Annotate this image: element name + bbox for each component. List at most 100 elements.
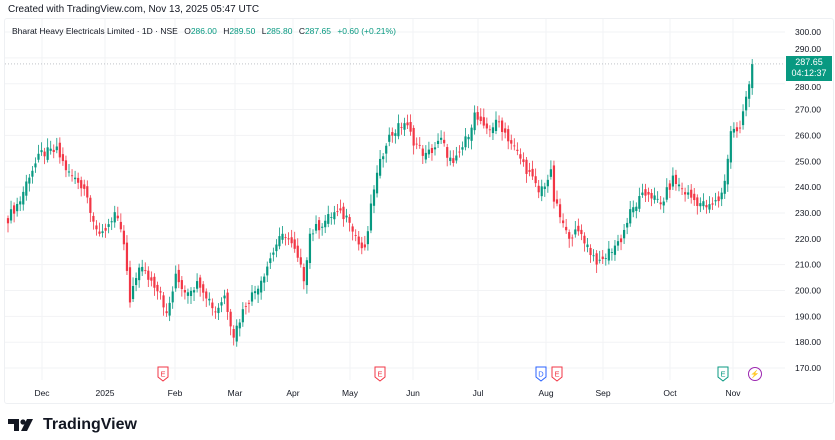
- candle-body: [128, 267, 132, 303]
- x-tick-label: Oct: [663, 388, 677, 398]
- low-label: L: [261, 26, 267, 36]
- candle-body: [583, 235, 586, 244]
- candle-body: [211, 302, 214, 309]
- candle-body: [180, 280, 183, 290]
- candle-body: [604, 258, 607, 259]
- candle-body: [357, 236, 360, 245]
- x-tick-label: Dec: [34, 388, 50, 398]
- candle-body: [693, 193, 696, 201]
- y-tick-label: 290.00: [795, 44, 821, 54]
- candle-body: [528, 170, 531, 172]
- candle-body: [348, 217, 351, 223]
- candle-body: [455, 155, 458, 161]
- candle-body: [241, 309, 244, 323]
- candle-body: [464, 136, 467, 148]
- candle-body: [717, 196, 720, 202]
- candle-body: [260, 280, 263, 293]
- candle-body: [470, 127, 473, 141]
- candle-body: [619, 238, 623, 243]
- candle-body: [226, 292, 229, 312]
- candle-body: [562, 220, 565, 224]
- candle-body: [305, 260, 308, 286]
- event-label: E: [720, 370, 725, 379]
- x-tick-label: Jun: [406, 388, 420, 398]
- candle-body: [16, 203, 19, 212]
- candle-body: [217, 307, 220, 314]
- candle-body: [168, 302, 171, 316]
- candle-body: [116, 215, 119, 219]
- candle-body: [308, 233, 312, 264]
- candle-body: [354, 235, 357, 236]
- candle-body: [360, 242, 363, 249]
- candle-body: [534, 176, 537, 184]
- candle-body: [607, 248, 610, 261]
- candle-body: [586, 244, 589, 248]
- candle-body: [278, 236, 281, 247]
- candle-body: [13, 205, 16, 214]
- candle-body: [552, 165, 556, 202]
- candle-body: [531, 168, 534, 177]
- x-tick-label: May: [342, 388, 359, 398]
- candle-body: [626, 222, 629, 228]
- candle-body: [443, 139, 446, 144]
- candle-body: [708, 204, 711, 210]
- candle-body: [415, 143, 418, 145]
- candle-body: [119, 221, 122, 230]
- candle-body: [330, 217, 333, 218]
- price-chart[interactable]: Dec 2025 Feb Mar Apr May Jun Jul Aug Sep Oct Nov 300…: [0, 0, 835, 410]
- tradingview-logo[interactable]: TradingView: [8, 416, 137, 434]
- candle-body: [229, 311, 232, 327]
- candle-body: [656, 198, 659, 200]
- x-tick-label: 2025: [96, 388, 115, 398]
- candle-body: [302, 267, 305, 282]
- last-price: 287.65: [795, 56, 823, 67]
- bar-countdown: 04:12:37: [791, 68, 827, 78]
- earnings-event-icon: [551, 366, 563, 382]
- open-label: O: [184, 26, 191, 36]
- candle-body: [726, 158, 729, 185]
- candle-body: [507, 129, 510, 142]
- candle-body: [177, 269, 180, 283]
- candle-body: [205, 291, 208, 299]
- candle-body: [321, 226, 324, 228]
- candle-body: [28, 177, 31, 184]
- event-label: E: [377, 370, 382, 379]
- candle-body: [745, 96, 748, 111]
- candle-body: [55, 146, 58, 151]
- candle-body: [250, 292, 254, 302]
- candle-body: [25, 181, 28, 196]
- candle-body: [741, 111, 745, 126]
- candle-body: [565, 226, 568, 231]
- candle-body: [345, 215, 348, 218]
- candle-body: [110, 221, 113, 223]
- candle-body: [74, 177, 77, 180]
- candle-body: [311, 233, 315, 235]
- candle-body: [485, 123, 488, 129]
- candle-body: [616, 241, 620, 246]
- candle-body: [711, 203, 714, 205]
- candle-body: [714, 200, 717, 202]
- candle-body: [199, 277, 202, 288]
- candle-body: [433, 147, 437, 150]
- candle-body: [156, 284, 159, 292]
- candle-body: [208, 298, 211, 301]
- y-tick-label: 190.00: [795, 311, 821, 321]
- candle-body: [101, 231, 104, 234]
- candle-body: [153, 276, 156, 288]
- candle-body: [324, 220, 327, 228]
- x-tick-label: Apr: [286, 388, 299, 398]
- candle-body: [92, 215, 95, 222]
- created-with-header: Created with TradingView.com, Nov 13, 20…: [8, 4, 260, 15]
- candle-body: [641, 192, 644, 196]
- candle-body: [504, 128, 507, 133]
- candle-body: [738, 127, 742, 129]
- candle-body: [684, 192, 687, 195]
- candle-body: [122, 230, 125, 245]
- news-event-icon: [748, 367, 762, 381]
- candle-body: [89, 197, 92, 213]
- candle-body: [49, 148, 52, 151]
- candle-body: [46, 147, 49, 160]
- candle-body: [558, 204, 562, 218]
- candle-body: [147, 270, 150, 280]
- y-tick-label: 260.00: [795, 130, 821, 140]
